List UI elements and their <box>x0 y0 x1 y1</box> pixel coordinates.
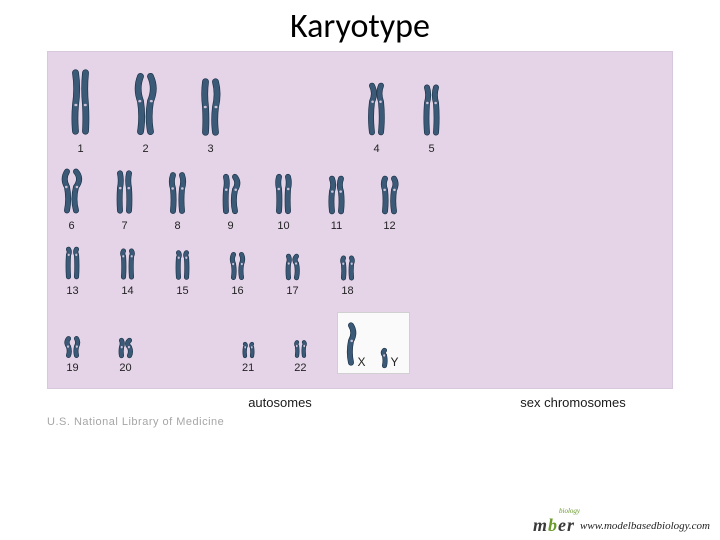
pair-label: 18 <box>341 285 353 297</box>
logo-letter-m: m <box>533 515 547 536</box>
pair-label: 17 <box>286 285 298 297</box>
page-title: Karyotype <box>0 0 720 51</box>
chromosome <box>74 335 79 359</box>
chromosome-pair: 10 <box>276 161 291 232</box>
pair-label: 20 <box>119 362 131 374</box>
chromosome <box>184 248 189 282</box>
chromosome <box>179 169 185 217</box>
pair-label: 8 <box>174 220 180 232</box>
chromosome-pair: 2 <box>137 62 154 155</box>
chromosome <box>391 173 397 217</box>
pair-label: 19 <box>66 362 78 374</box>
sex-chromosome-y: Y <box>382 347 399 369</box>
chromosome-pair: 12 <box>382 161 397 232</box>
logo-tag: biology <box>559 507 580 515</box>
pair-label: 4 <box>373 143 379 155</box>
pair-label: 3 <box>207 143 213 155</box>
chromosome-pair: 8 <box>170 161 185 232</box>
chromosome-pair: 13 <box>66 238 79 297</box>
footer: biology m b e r www.modelbasedbiology.co… <box>533 515 710 536</box>
chromosome <box>433 80 439 140</box>
karyotype-row: 19202122XY <box>62 303 658 374</box>
image-credit: U.S. National Library of Medicine <box>47 416 673 428</box>
pair-label: 10 <box>277 220 289 232</box>
sex-label: X <box>358 355 366 369</box>
chromosome <box>147 68 154 140</box>
logo-letter-b: b <box>548 515 557 536</box>
sex-chromosome-x: X <box>348 319 366 369</box>
chromosome <box>348 319 354 369</box>
footer-url: www.modelbasedbiology.com <box>580 520 710 532</box>
chromosome-pair: 22 <box>294 303 306 374</box>
chromosome <box>127 337 132 359</box>
pair-label: 2 <box>142 143 148 155</box>
pair-label: 13 <box>66 285 78 297</box>
captions-row: autosomes sex chromosomes <box>47 395 673 410</box>
sex-chrom-caption: sex chromosomes <box>473 395 673 410</box>
pair-label: 1 <box>77 143 83 155</box>
chromosome-pair: 15 <box>176 238 189 297</box>
chromosome-pair: 5 <box>424 62 439 155</box>
chromosome-pair: 4 <box>369 62 384 155</box>
sex-label: Y <box>391 355 399 369</box>
chromosome <box>212 74 219 140</box>
pair-label: 7 <box>121 220 127 232</box>
chromosome <box>349 254 354 282</box>
chromosome <box>232 171 238 217</box>
chromosome <box>126 167 132 217</box>
chromosome <box>338 173 344 217</box>
chromosome-pair: 19 <box>66 303 79 374</box>
chromosome-pair: 17 <box>286 238 299 297</box>
logo-letter-e: e <box>558 515 566 536</box>
chromosome <box>302 339 306 359</box>
chromosome-pair: 20 <box>119 303 132 374</box>
chromosome <box>285 171 291 217</box>
pair-label: 5 <box>428 143 434 155</box>
chromosome <box>294 252 299 282</box>
chromosome-pair: 21 <box>242 303 254 374</box>
autosomes-caption: autosomes <box>47 395 473 410</box>
mber-logo: biology m b e r <box>533 515 574 536</box>
chromosome <box>73 165 79 217</box>
chromosome-pair: 7 <box>117 161 132 232</box>
pair-label: 15 <box>176 285 188 297</box>
chromosome-pair: 6 <box>64 161 79 232</box>
chromosome <box>378 78 384 140</box>
karyotype-row: 6 7 8 9 10 11 12 <box>62 161 658 232</box>
chromosome-pair: 9 <box>223 161 238 232</box>
chromosome <box>250 341 254 359</box>
chromosome-pair: 11 <box>329 161 344 232</box>
chromosome-pair: 14 <box>121 238 134 297</box>
pair-label: 6 <box>68 220 74 232</box>
chromosome <box>129 246 134 282</box>
pair-label: 22 <box>294 362 306 374</box>
pair-label: 21 <box>242 362 254 374</box>
chromosome <box>82 64 89 140</box>
karyotype-row: 1 2 3 4 5 <box>62 62 658 155</box>
pair-label: 16 <box>231 285 243 297</box>
pair-label: 14 <box>121 285 133 297</box>
chromosome <box>74 244 79 282</box>
chromosome <box>239 250 244 282</box>
pair-label: 9 <box>227 220 233 232</box>
pair-label: 12 <box>383 220 395 232</box>
chromosome-pair: 18 <box>341 238 354 297</box>
sex-chromosome-box: XY <box>337 312 410 374</box>
chromosome-pair: 1 <box>72 62 89 155</box>
chromosome <box>382 347 387 369</box>
karyotype-row: 13 14 15 16 17 18 <box>62 238 658 297</box>
chromosome-pair: 16 <box>231 238 244 297</box>
pair-label: 11 <box>331 220 342 232</box>
karyotype-panel: 12345678910111213141516171819202122XY <box>47 51 673 389</box>
logo-letter-r: r <box>567 515 574 536</box>
chromosome-pair: 3 <box>202 62 219 155</box>
